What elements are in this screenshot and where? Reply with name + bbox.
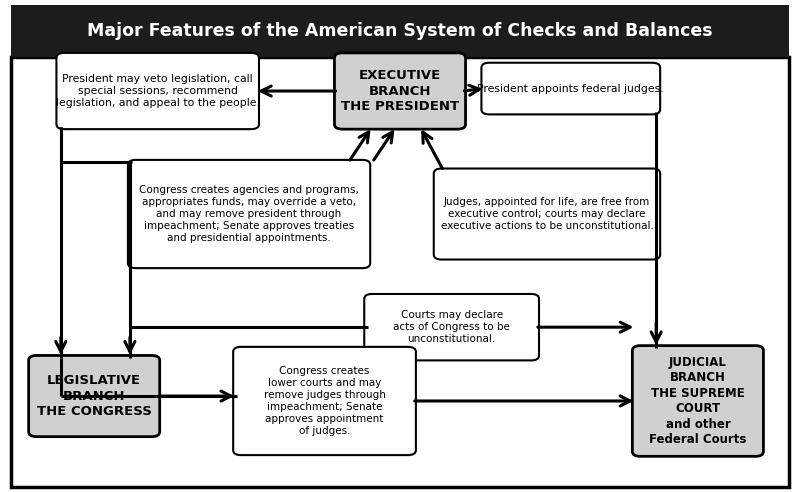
Text: Courts may declare
acts of Congress to be
unconstitutional.: Courts may declare acts of Congress to b…	[393, 310, 510, 344]
FancyBboxPatch shape	[482, 62, 660, 115]
FancyBboxPatch shape	[632, 345, 763, 457]
Text: Congress creates
lower courts and may
remove judges through
impeachment; Senate
: Congress creates lower courts and may re…	[263, 366, 386, 436]
Text: President appoints federal judges.: President appoints federal judges.	[478, 84, 664, 93]
Text: Major Features of the American System of Checks and Balances: Major Features of the American System of…	[87, 22, 713, 40]
FancyBboxPatch shape	[434, 168, 660, 260]
Text: EXECUTIVE
BRANCH
THE PRESIDENT: EXECUTIVE BRANCH THE PRESIDENT	[341, 69, 459, 113]
Text: President may veto legislation, call
special sessions, recommend
legislation, an: President may veto legislation, call spe…	[56, 74, 260, 108]
FancyBboxPatch shape	[10, 57, 790, 487]
Text: JUDICIAL
BRANCH
THE SUPREME
COURT
and other
Federal Courts: JUDICIAL BRANCH THE SUPREME COURT and ot…	[650, 356, 746, 446]
FancyBboxPatch shape	[334, 53, 466, 129]
FancyBboxPatch shape	[57, 53, 259, 129]
FancyBboxPatch shape	[128, 160, 370, 268]
Text: Judges, appointed for life, are free from
executive control; courts may declare
: Judges, appointed for life, are free fro…	[441, 197, 654, 231]
FancyBboxPatch shape	[29, 355, 160, 437]
FancyBboxPatch shape	[233, 347, 416, 455]
FancyBboxPatch shape	[364, 294, 539, 360]
Text: LEGISLATIVE
BRANCH
THE CONGRESS: LEGISLATIVE BRANCH THE CONGRESS	[37, 374, 152, 418]
FancyBboxPatch shape	[10, 5, 790, 57]
Text: Congress creates agencies and programs,
appropriates funds, may override a veto,: Congress creates agencies and programs, …	[139, 185, 359, 243]
